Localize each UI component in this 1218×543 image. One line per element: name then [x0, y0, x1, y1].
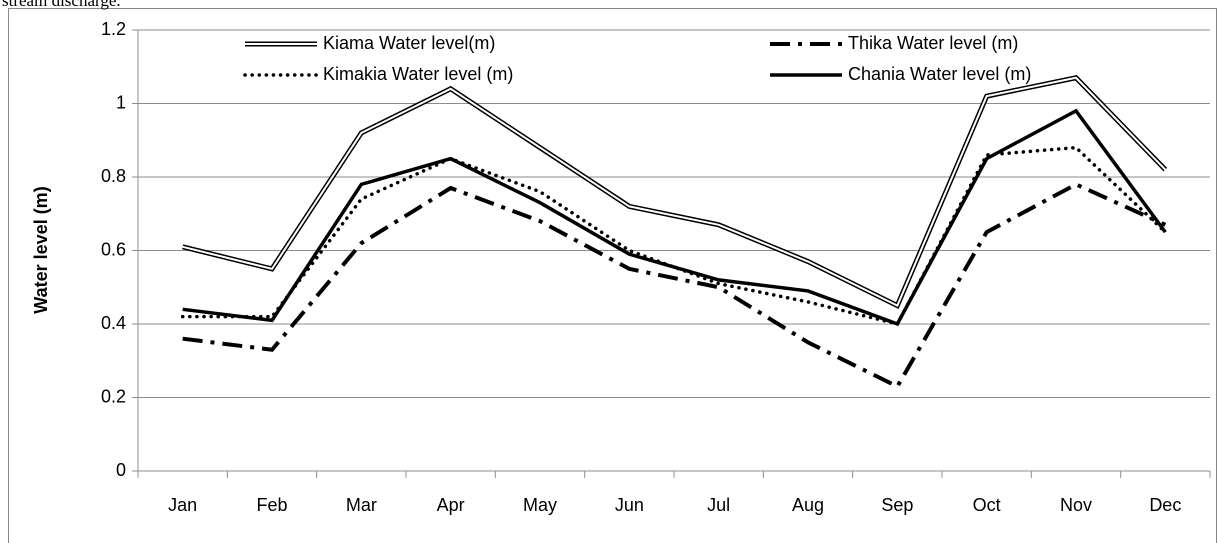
series-line-inner	[182, 76, 1167, 307]
y-tick-label: 0.8	[101, 166, 126, 186]
y-tick-label: 1	[116, 92, 126, 112]
x-tick-label: Jan	[168, 495, 197, 515]
caption: stream discharge.	[2, 0, 121, 10]
x-tick-label: Nov	[1060, 495, 1092, 515]
x-tick-label: Dec	[1149, 495, 1181, 515]
legend-label: Kiama Water level(m)	[323, 33, 495, 53]
x-tick-label: Jun	[615, 495, 644, 515]
series-line	[180, 145, 1168, 327]
series-line	[182, 108, 1167, 327]
x-tick-label: Feb	[256, 495, 287, 515]
x-tick-label: Sep	[881, 495, 913, 515]
y-tick-label: 1.2	[101, 19, 126, 39]
y-tick-label: 0.6	[101, 239, 126, 259]
y-axis-label: Water level (m)	[31, 186, 51, 313]
legend-label: Thika Water level (m)	[848, 33, 1018, 53]
chart-frame	[8, 8, 1217, 543]
x-tick-label: May	[523, 495, 557, 515]
x-tick-label: Mar	[346, 495, 377, 515]
x-tick-label: Apr	[437, 495, 465, 515]
y-tick-label: 0.2	[101, 386, 126, 406]
y-tick-label: 0	[116, 460, 126, 480]
legend-label: Chania Water level (m)	[848, 64, 1031, 84]
x-tick-label: Jul	[707, 495, 730, 515]
y-tick-label: 0.4	[101, 313, 126, 333]
x-tick-label: Aug	[792, 495, 824, 515]
legend-label: Kimakia Water level (m)	[323, 64, 513, 84]
series-line	[182, 182, 1167, 390]
x-tick-label: Oct	[973, 495, 1001, 515]
